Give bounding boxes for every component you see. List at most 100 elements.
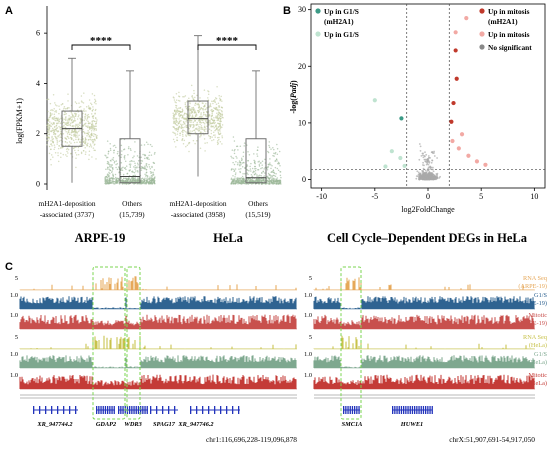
box [245, 70, 267, 184]
data-point [53, 129, 56, 132]
data-point [127, 178, 129, 181]
data-point [261, 164, 263, 166]
data-point [85, 138, 87, 140]
data-point [74, 101, 77, 103]
data-point [128, 163, 131, 166]
data-point [124, 167, 127, 169]
data-point [58, 108, 61, 111]
data-point [183, 130, 186, 132]
data-point [74, 120, 77, 122]
data-point [134, 162, 136, 165]
data-point [180, 114, 182, 116]
gene-exon [146, 406, 148, 414]
data-point [211, 110, 214, 113]
data-point [251, 167, 254, 170]
panel-a-y-ticks: 0 2 4 6 [36, 29, 47, 189]
data-point [75, 114, 77, 116]
data-point [185, 120, 187, 123]
data-point [178, 118, 180, 120]
data-point [277, 161, 280, 164]
y-tick-label: 10 [298, 118, 306, 127]
data-point [219, 99, 221, 102]
data-point [112, 177, 115, 180]
data-point [176, 107, 178, 110]
data-point [276, 153, 279, 156]
gene-exon [100, 406, 102, 414]
data-point [237, 181, 239, 183]
deg-point [453, 30, 458, 35]
data-point [94, 109, 97, 112]
data-point [105, 182, 107, 185]
data-point [195, 116, 197, 118]
track-scale-max: 1.0 [10, 312, 18, 319]
data-point [123, 177, 125, 180]
data-point [48, 126, 51, 129]
data-point [56, 127, 59, 129]
data-point [211, 115, 213, 117]
data-point [210, 132, 213, 135]
data-point [92, 108, 94, 111]
data-point [147, 143, 149, 145]
legend-marker [479, 44, 485, 50]
data-point [269, 179, 272, 182]
data-point [220, 120, 222, 123]
data-point [272, 146, 274, 149]
data-point [200, 125, 203, 127]
data-point [71, 112, 73, 115]
data-point [89, 122, 91, 124]
data-point [145, 169, 148, 171]
data-point [111, 180, 113, 183]
y-tick-label: 0 [36, 180, 40, 189]
data-point [95, 136, 98, 138]
data-point [256, 153, 258, 155]
data-point [87, 120, 89, 123]
data-point [70, 142, 72, 144]
data-point [257, 181, 260, 183]
data-point [256, 155, 259, 157]
data-point [57, 135, 59, 137]
data-point [91, 126, 93, 129]
deg-point [464, 16, 469, 21]
data-point [175, 101, 177, 104]
data-point [219, 130, 221, 132]
data-point [73, 133, 75, 136]
data-point [54, 102, 56, 104]
data-point [74, 131, 76, 133]
data-point [234, 173, 237, 176]
data-point [211, 139, 213, 142]
data-point [80, 152, 83, 155]
data-point [74, 133, 77, 136]
data-point [150, 171, 153, 174]
box-label-arpe-others: Others [122, 199, 142, 208]
data-point [90, 133, 93, 135]
data-point [175, 128, 178, 130]
data-point [95, 125, 97, 128]
data-point [207, 90, 210, 93]
data-point [74, 113, 76, 115]
data-point [183, 139, 186, 142]
data-point [68, 128, 71, 131]
data-point [66, 124, 68, 127]
data-point [199, 147, 202, 149]
data-point [183, 96, 185, 98]
data-point [96, 119, 98, 121]
data-point [57, 147, 60, 150]
data-point [83, 141, 85, 143]
data-point [273, 152, 275, 155]
gene-label: WDR3 [124, 421, 142, 428]
data-point [216, 141, 219, 144]
data-point [80, 95, 83, 97]
data-point [141, 160, 144, 162]
data-point [60, 146, 62, 149]
data-point [90, 144, 92, 147]
data-point [53, 122, 55, 124]
deg-point [454, 76, 459, 81]
signal-track: 1.0 [10, 372, 297, 390]
data-point [185, 125, 187, 127]
data-point [270, 180, 273, 182]
data-point [246, 164, 248, 166]
data-point [218, 122, 221, 125]
gene-exon [98, 406, 100, 414]
data-point [273, 182, 276, 185]
data-point [132, 177, 134, 180]
